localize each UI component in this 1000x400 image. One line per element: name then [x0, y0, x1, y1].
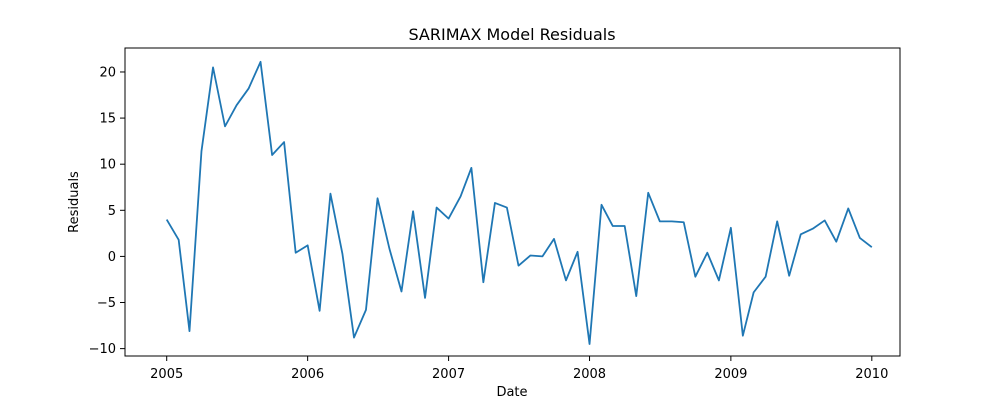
x-axis: 2005 2006 2007 2008 2009 2010 — [150, 356, 888, 382]
x-tick-label: 2006 — [291, 367, 324, 382]
y-tick-label: 10 — [99, 158, 116, 173]
y-tick-label: 5 — [108, 204, 116, 219]
y-tick-label: 0 — [108, 250, 116, 265]
residuals-line — [165, 60, 873, 345]
plot-frame — [124, 47, 901, 357]
y-axis: −10 −5 0 5 10 15 20 — [89, 65, 125, 357]
x-tick-label: 2007 — [432, 367, 465, 382]
y-tick-label: 15 — [99, 112, 116, 127]
x-axis-label: Date — [496, 385, 527, 400]
y-tick-label: −10 — [89, 342, 116, 357]
x-tick-label: 2005 — [150, 367, 183, 382]
y-axis-label: Residuals — [67, 171, 82, 233]
y-tick-label: −5 — [97, 296, 116, 311]
x-tick-label: 2009 — [714, 367, 747, 382]
chart-title: SARIMAX Model Residuals — [408, 25, 615, 44]
x-tick-label: 2010 — [855, 367, 888, 382]
x-tick-label: 2008 — [573, 367, 606, 382]
y-tick-label: 20 — [99, 65, 116, 80]
